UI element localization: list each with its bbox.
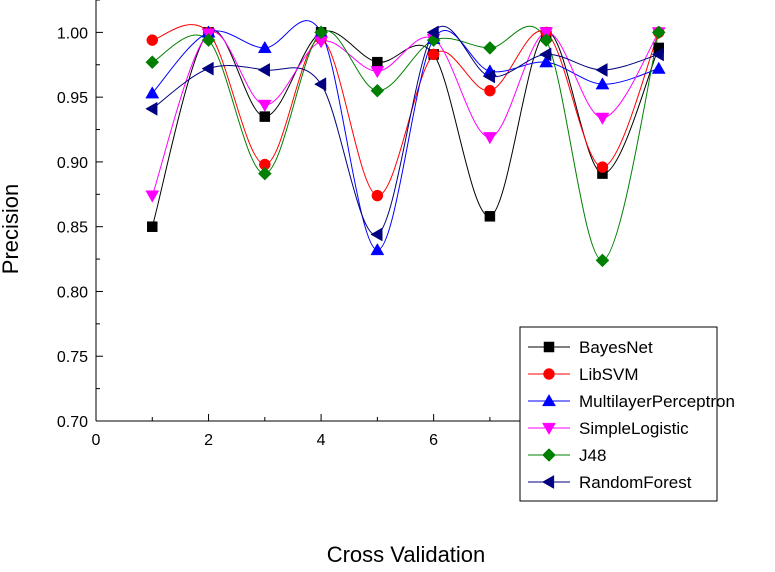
legend-label: J48	[579, 446, 606, 465]
data-point	[539, 27, 554, 40]
legend-marker	[542, 422, 556, 436]
data-point	[595, 63, 608, 77]
series-points-RandomForest	[145, 25, 664, 242]
series-line	[152, 24, 660, 197]
legend-item: BayesNet	[528, 338, 653, 357]
data-point	[201, 61, 214, 76]
legend-marker	[543, 341, 555, 353]
legend-item: LibSVM	[528, 365, 639, 384]
series-line	[151, 29, 660, 227]
series-points-SimpleLogistic	[145, 27, 666, 203]
data-point	[257, 40, 272, 54]
series-LibSVM	[152, 24, 660, 197]
y-axis-title: Precision	[0, 184, 23, 274]
data-point	[426, 25, 439, 40]
y-tick-label: 0.70	[57, 414, 88, 431]
data-point	[651, 47, 664, 62]
x-axis-title: Cross Validation	[327, 542, 486, 567]
data-point	[595, 77, 610, 90]
y-tick-label: 0.95	[57, 90, 88, 107]
data-point	[484, 84, 496, 97]
series-points-LibSVM	[146, 26, 665, 202]
legend-marker	[541, 475, 555, 489]
legend-item: SimpleLogistic	[528, 419, 689, 438]
x-tick-label: 6	[429, 432, 438, 449]
legend-marker	[542, 393, 556, 407]
series-line	[151, 31, 660, 196]
data-point	[482, 132, 497, 145]
data-point	[483, 41, 497, 55]
data-point	[257, 63, 270, 77]
data-point	[539, 55, 554, 68]
data-point	[539, 47, 552, 62]
data-point	[596, 161, 609, 173]
data-point	[259, 111, 271, 122]
x-tick-label: 2	[204, 432, 213, 449]
series-line	[152, 25, 660, 261]
data-point	[146, 34, 159, 46]
legend-label: LibSVM	[579, 365, 639, 384]
data-point	[145, 55, 160, 70]
series-MultilayerPerceptron	[151, 20, 659, 251]
data-point	[370, 243, 385, 256]
legend: BayesNet LibSVM MultilayerPerceptron Simple…	[519, 326, 735, 502]
x-tick-label: 0	[92, 432, 101, 449]
legend-item: RandomForest	[528, 473, 692, 492]
series-SimpleLogistic	[151, 31, 660, 196]
x-tick-label: 4	[317, 432, 326, 449]
data-point	[370, 66, 385, 79]
data-point	[314, 77, 327, 92]
series-line	[151, 20, 659, 251]
legend-item: J48	[528, 446, 606, 465]
y-tick-label: 0.80	[57, 284, 88, 301]
data-point	[370, 227, 383, 242]
legend-label: SimpleLogistic	[579, 419, 689, 438]
data-point	[427, 48, 440, 61]
data-point	[145, 86, 160, 99]
data-point	[371, 189, 384, 202]
data-point	[257, 99, 272, 112]
series-line	[151, 25, 659, 235]
data-point	[651, 61, 666, 74]
y-tick-label: 1.00	[57, 25, 88, 42]
data-point	[651, 25, 666, 40]
series-points-BayesNet	[147, 27, 664, 232]
legend-box	[519, 326, 718, 502]
legend-label: BayesNet	[579, 338, 653, 357]
data-point	[595, 112, 610, 125]
data-point	[482, 69, 496, 84]
series-RandomForest	[151, 25, 659, 235]
y-tick-label: 0.85	[57, 220, 88, 237]
legend-label: RandomForest	[579, 473, 692, 492]
legend-item: MultilayerPerceptron	[528, 392, 735, 411]
data-point	[314, 25, 328, 40]
series-BayesNet	[151, 29, 660, 227]
y-tick-label: 0.90	[57, 155, 88, 172]
data-point	[372, 56, 383, 68]
legend-marker	[542, 448, 556, 462]
data-point	[595, 253, 610, 268]
data-point	[257, 166, 272, 181]
series-points-MultilayerPerceptron	[145, 25, 666, 256]
legend-marker	[543, 368, 555, 380]
data-point	[484, 211, 496, 222]
legend-label: MultilayerPerceptron	[579, 392, 735, 411]
data-point	[145, 190, 160, 203]
y-tick-label: 0.75	[57, 349, 88, 366]
data-point	[145, 101, 158, 116]
series-layer	[145, 20, 666, 268]
data-point	[201, 33, 216, 48]
series-J48	[152, 25, 660, 261]
data-point	[370, 83, 385, 98]
data-point	[147, 221, 158, 232]
data-point	[539, 33, 554, 48]
